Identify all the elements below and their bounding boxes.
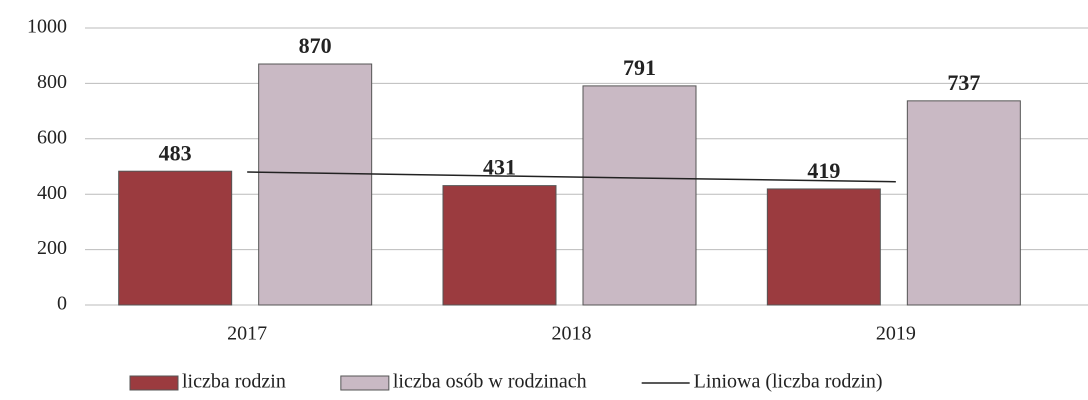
data-label: 419 [807,158,840,183]
bar [258,63,373,306]
x-tick-label: 2019 [876,323,916,345]
x-tick-label: 2018 [552,323,592,345]
legend-label: Liniowa (liczba rodzin) [694,371,883,393]
y-tick-label: 800 [37,71,67,93]
bar [442,185,557,306]
y-tick-label: 200 [37,237,67,259]
data-label: 870 [299,33,332,58]
bar [118,170,233,306]
data-label: 791 [623,55,656,80]
y-tick-label: 0 [57,293,67,315]
legend-swatch [129,375,179,391]
bar [906,100,1021,306]
data-label: 737 [947,70,980,95]
bar [582,85,697,306]
bar [766,188,881,306]
y-tick-label: 400 [37,182,67,204]
legend-swatch [340,375,390,391]
y-tick-label: 600 [37,126,67,148]
legend-label: liczba osób w rodzinach [393,371,587,393]
data-label: 483 [159,140,192,165]
trend-line [247,171,896,183]
x-tick-label: 2017 [227,323,267,345]
y-tick-label: 1000 [27,16,67,38]
legend-label: liczba rodzin [182,371,286,393]
